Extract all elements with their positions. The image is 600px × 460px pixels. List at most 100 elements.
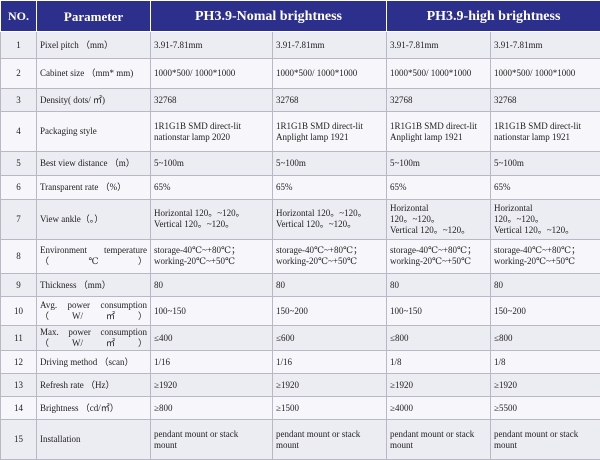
table-row: 7 View ankle（。） Horizontal 120。~120。 Verti… — [0, 199, 600, 240]
high-brightness-value-a: 100~150 — [386, 296, 491, 327]
high-brightness-value-b: ≥1920 — [490, 373, 600, 398]
parameter-cell: Installation — [36, 419, 151, 460]
high-brightness-value-a: ≥4000 — [386, 396, 491, 421]
normal-brightness-value-a: pendant mount or stack mount — [150, 419, 273, 460]
high-brightness-value-b: 1/8 — [490, 350, 600, 375]
header-high-brightness: PH3.9-high brightness — [386, 0, 600, 32]
row-number: 1 — [0, 30, 37, 60]
row-number: 12 — [0, 350, 37, 375]
normal-brightness-value-b: 80 — [272, 273, 387, 298]
high-brightness-value-b: pendant mount or stack mount — [490, 419, 600, 460]
normal-brightness-value-b: 65% — [272, 175, 387, 201]
high-brightness-value-b: 150~200 — [490, 296, 600, 327]
high-brightness-value-b: storage-40℃~+80℃； working-20℃~+50℃ — [490, 238, 600, 275]
normal-brightness-value-a: 65% — [150, 175, 273, 201]
table-row: 6 Transparent rate （%） 65% 65% 65% 65% — [0, 175, 600, 201]
table-row: 11 Max. power consumption （W/㎡） ≤400 ≤600 ≤8… — [0, 325, 600, 352]
parameter-cell: View ankle（。） — [36, 199, 151, 240]
parameter-cell: Pixel pitch （mm） — [36, 30, 151, 60]
normal-brightness-value-a: ≤400 — [150, 325, 273, 352]
high-brightness-value-a: ≥1920 — [386, 373, 491, 398]
normal-brightness-value-b: 1/16 — [272, 350, 387, 375]
row-number: 15 — [0, 419, 37, 460]
high-brightness-value-a: 80 — [386, 273, 491, 298]
parameter-cell: Thickness （mm） — [36, 273, 151, 298]
table-row: 10 Avg. power consumption （W/㎡） 100~150 150… — [0, 296, 600, 327]
high-brightness-value-a: 65% — [386, 175, 491, 201]
normal-brightness-value-a: 100~150 — [150, 296, 273, 327]
row-number: 6 — [0, 175, 37, 201]
high-brightness-value-b: ≤800 — [490, 325, 600, 352]
table-row: 1 Pixel pitch （mm） 3.91-7.81mm 3.91-7.81mm 3… — [0, 30, 600, 60]
table-row: 5 Best view distance （m） 5~100m 5~100m 5~100… — [0, 151, 600, 177]
parameter-cell: Cabinet size （mm* mm) — [36, 58, 151, 90]
parameter-cell: Best view distance （m） — [36, 151, 151, 177]
row-number: 7 — [0, 199, 37, 240]
row-number: 10 — [0, 296, 37, 327]
high-brightness-value-a: storage-40℃~+80℃； working-20℃~+50℃ — [386, 238, 491, 275]
table-row: 4 Packaging style 1R1G1B SMD direct-lit na… — [0, 111, 600, 153]
high-brightness-value-b: 1R1G1B SMD direct-lit nationstar lamp 19… — [490, 111, 600, 153]
table-row: 9 Thickness （mm） 80 80 80 80 — [0, 273, 600, 298]
header-no: NO. — [0, 0, 37, 32]
normal-brightness-value-a: 80 — [150, 273, 273, 298]
high-brightness-value-a: pendant mount or stack mount — [386, 419, 491, 460]
parameter-cell: Packaging style — [36, 111, 151, 153]
parameter-cell: Transparent rate （%） — [36, 175, 151, 201]
table-row: 14 Brightness （cd/㎡） ≥800 ≥1500 ≥4000 ≥5500 — [0, 396, 600, 421]
normal-brightness-value-a: 32768 — [150, 88, 273, 113]
table-row: 13 Refresh rate （Hz） ≥1920 ≥1920 ≥1920 ≥1920 — [0, 373, 600, 398]
high-brightness-value-a: 3.91-7.81mm — [386, 30, 491, 60]
normal-brightness-value-b: 32768 — [272, 88, 387, 113]
high-brightness-value-a: 5~100m — [386, 151, 491, 177]
normal-brightness-value-a: ≥800 — [150, 396, 273, 421]
row-number: 13 — [0, 373, 37, 398]
parameter-cell: Avg. power consumption （W/㎡） — [36, 296, 151, 327]
normal-brightness-value-b: pendant mount or stack mount — [272, 419, 387, 460]
parameter-cell: Environment temperature （℃） — [36, 238, 151, 275]
normal-brightness-value-a: 1000*500/ 1000*1000 — [150, 58, 273, 90]
parameter-cell: Brightness （cd/㎡） — [36, 396, 151, 421]
row-number: 3 — [0, 88, 37, 113]
high-brightness-value-a: 1000*500/ 1000*1000 — [386, 58, 491, 90]
table-row: 2 Cabinet size （mm* mm) 1000*500/ 1000*100… — [0, 58, 600, 90]
header-normal-brightness: PH3.9-Nomal brightness — [150, 0, 387, 32]
normal-brightness-value-a: Horizontal 120。~120。 Vertical 120。~120。 — [150, 199, 273, 240]
normal-brightness-value-b: 1R1G1B SMD direct-lit Anplight lamp 1921 — [272, 111, 387, 153]
row-number: 8 — [0, 238, 37, 275]
high-brightness-value-a: 32768 — [386, 88, 491, 113]
header-parameter: Parameter — [36, 0, 151, 32]
row-number: 2 — [0, 58, 37, 90]
high-brightness-value-a: ≤800 — [386, 325, 491, 352]
row-number: 5 — [0, 151, 37, 177]
parameter-cell: Max. power consumption （W/㎡） — [36, 325, 151, 352]
high-brightness-value-a: Horizontal 120。~120。 Vertical 120。~120。 — [386, 199, 491, 240]
table-body: 1 Pixel pitch （mm） 3.91-7.81mm 3.91-7.81mm 3… — [0, 30, 600, 460]
table-row: 15 Installation pendant mount or stack mou… — [0, 419, 600, 460]
row-number: 14 — [0, 396, 37, 421]
normal-brightness-value-a: 1/16 — [150, 350, 273, 375]
normal-brightness-value-a: storage-40℃~+80℃； working-20℃~+50℃ — [150, 238, 273, 275]
parameter-cell: Density( dots/ ㎡) — [36, 88, 151, 113]
table-row: 3 Density( dots/ ㎡) 32768 32768 32768 32768 — [0, 88, 600, 113]
normal-brightness-value-b: 150~200 — [272, 296, 387, 327]
high-brightness-value-a: 1R1G1B SMD direct-lit Anplight lamp 1921 — [386, 111, 491, 153]
row-number: 9 — [0, 273, 37, 298]
normal-brightness-value-b: ≤600 — [272, 325, 387, 352]
high-brightness-value-b: 1000*500/ 1000*1000 — [490, 58, 600, 90]
high-brightness-value-b: ≥5500 — [490, 396, 600, 421]
parameter-cell: Refresh rate （Hz） — [36, 373, 151, 398]
normal-brightness-value-a: 1R1G1B SMD direct-lit nationstar lamp 20… — [150, 111, 273, 153]
table-row: 12 Driving method （scan） 1/16 1/16 1/8 1/8 — [0, 350, 600, 375]
normal-brightness-value-b: 1000*500/ 1000*1000 — [272, 58, 387, 90]
high-brightness-value-b: 3.91-7.81mm — [490, 30, 600, 60]
high-brightness-value-b: 32768 — [490, 88, 600, 113]
normal-brightness-value-b: 3.91-7.81mm — [272, 30, 387, 60]
normal-brightness-value-b: Horizontal 120。~120。 Vertical 120。~120。 — [272, 199, 387, 240]
high-brightness-value-b: 80 — [490, 273, 600, 298]
header-row: NO. Parameter PH3.9-Nomal brightness PH3… — [0, 0, 600, 32]
high-brightness-value-a: 1/8 — [386, 350, 491, 375]
normal-brightness-value-b: storage-40℃~+80℃； working-20℃~+50℃ — [272, 238, 387, 275]
